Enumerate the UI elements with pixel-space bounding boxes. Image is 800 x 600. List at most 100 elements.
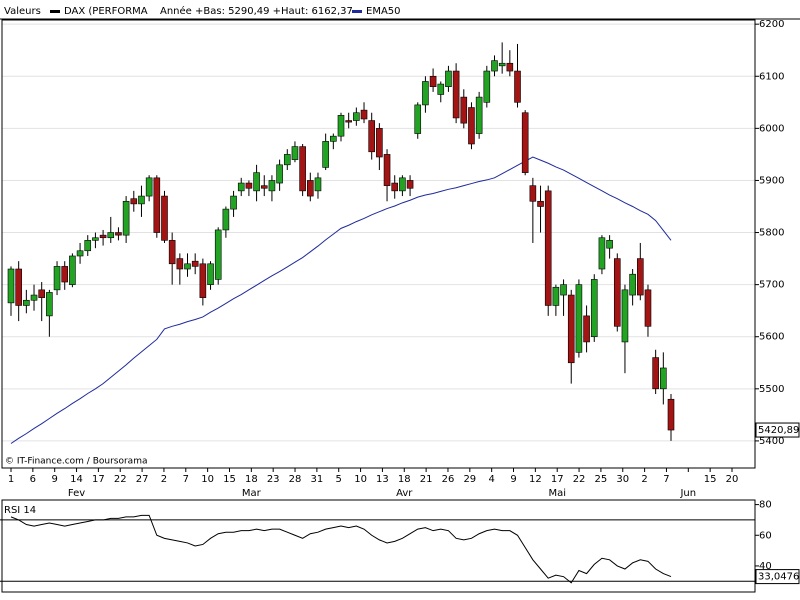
candle-body xyxy=(130,198,138,205)
legend-label: DAX (PERFORMA xyxy=(64,6,148,17)
candle-body xyxy=(322,141,329,168)
y-tick-label: 5700 xyxy=(759,280,784,291)
candle-body xyxy=(414,104,422,134)
candle-body xyxy=(437,83,445,95)
x-tick-label: 15 xyxy=(704,474,717,485)
x-tick-label: 28 xyxy=(289,474,302,485)
rsi-last-label: 33,0476 xyxy=(758,572,799,583)
y-tick-label: 6000 xyxy=(759,123,784,134)
candle-body xyxy=(153,177,161,233)
x-tick-label: 7 xyxy=(663,474,669,485)
candle-body xyxy=(61,266,69,283)
x-tick-label: 20 xyxy=(726,474,739,485)
candle-body xyxy=(652,357,659,390)
candle-body xyxy=(237,182,245,192)
candle-body xyxy=(498,62,506,67)
rsi-last-box xyxy=(755,569,800,585)
candle-body xyxy=(199,263,207,298)
legend-swatch xyxy=(352,10,362,13)
x-tick-label: 10 xyxy=(201,474,214,485)
candle-body xyxy=(521,112,529,173)
candle-body xyxy=(598,237,606,270)
candle-body xyxy=(483,70,491,103)
x-tick-label: 27 xyxy=(136,474,149,485)
candle-body xyxy=(145,177,153,197)
x-tick-label: 29 xyxy=(463,474,476,485)
candle-body xyxy=(345,120,352,123)
candle-body xyxy=(544,190,552,306)
x-tick-label: 18 xyxy=(245,474,258,485)
x-tick-label: 9 xyxy=(52,474,58,485)
candle-body xyxy=(514,70,521,103)
x-tick-label: 31 xyxy=(311,474,324,485)
candle-body xyxy=(429,75,437,87)
candle-body xyxy=(667,398,675,431)
candle-body xyxy=(207,263,214,285)
candle-body xyxy=(46,292,53,317)
x-tick-label: 30 xyxy=(616,474,629,485)
candle-body xyxy=(391,182,399,192)
candle-body xyxy=(69,255,76,285)
x-tick-label: 25 xyxy=(595,474,608,485)
y-tick-label: 5400 xyxy=(759,436,784,447)
candle-body xyxy=(567,294,575,364)
candle-body xyxy=(230,195,237,210)
x-tick-label: 22 xyxy=(114,474,127,485)
candle-body xyxy=(23,299,30,306)
x-tick-label: 21 xyxy=(420,474,433,485)
candle-body xyxy=(222,208,230,231)
candle-body xyxy=(260,185,268,189)
candle-body xyxy=(122,200,130,236)
candle-body xyxy=(245,182,253,189)
credit: © IT-Finance.com / Boursorama xyxy=(5,457,147,467)
x-tick-label: 12 xyxy=(529,474,542,485)
month-label: Mar xyxy=(242,488,262,499)
candle-body xyxy=(76,250,84,257)
candle-body xyxy=(637,258,644,296)
y-tick-label: 6100 xyxy=(759,71,784,82)
x-tick-label: 18 xyxy=(398,474,411,485)
candle-body xyxy=(253,172,260,192)
candle-body xyxy=(368,120,375,153)
candle-body xyxy=(629,273,636,296)
rsi-tick-label: 60 xyxy=(759,530,772,541)
x-tick-label: 9 xyxy=(510,474,516,485)
candle-body xyxy=(291,146,299,160)
rsi-frame xyxy=(1,499,756,593)
last-price-label: 5420,89 xyxy=(758,425,799,436)
y-tick-label: 5500 xyxy=(759,384,784,395)
candle-body xyxy=(613,258,621,327)
candle-body xyxy=(590,279,598,338)
plot-frame xyxy=(1,19,756,469)
candle-body xyxy=(283,154,291,166)
candle-body xyxy=(38,289,45,298)
candle-body xyxy=(30,294,38,301)
last-price-box xyxy=(755,422,800,438)
rsi-title: RSI 14 xyxy=(4,505,36,516)
candle-body xyxy=(560,284,567,296)
candle-body xyxy=(99,234,107,239)
x-tick-label: 5 xyxy=(336,474,342,485)
candle-body xyxy=(376,128,383,158)
candle-body xyxy=(383,154,391,186)
y-tick-label: 6200 xyxy=(759,19,784,30)
month-label: Jun xyxy=(679,488,696,499)
candle-body xyxy=(537,200,544,207)
candle-body xyxy=(660,367,667,390)
candle-body xyxy=(360,109,368,120)
candle-body xyxy=(84,240,92,252)
candle-body xyxy=(214,229,222,280)
x-tick-label: 2 xyxy=(161,474,167,485)
candle-body xyxy=(583,315,590,343)
month-label: Fev xyxy=(68,488,85,499)
candle-body xyxy=(138,195,145,205)
candle-body xyxy=(422,81,429,106)
candle-body xyxy=(575,284,583,353)
ema-line xyxy=(10,156,672,444)
candle-body xyxy=(268,180,276,192)
candle-body xyxy=(491,60,498,72)
candle-body xyxy=(506,62,514,72)
